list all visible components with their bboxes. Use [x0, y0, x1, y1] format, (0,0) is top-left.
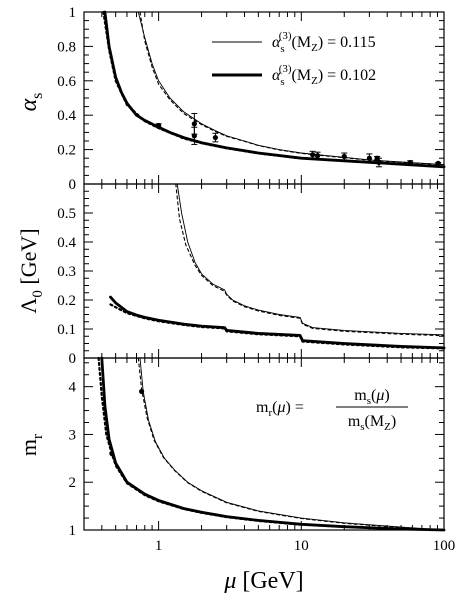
series-thick-dotted: [97, 356, 303, 526]
data-point: [212, 134, 218, 141]
series-thin-dotted: [175, 183, 445, 337]
x-tick-label: 100: [433, 538, 456, 554]
data-point: [407, 159, 413, 166]
y-tick-label: 0: [69, 177, 77, 193]
formula-lhs: mr(μ) =: [256, 399, 304, 419]
data-point: [435, 160, 441, 166]
y-tick-label: 0.4: [57, 108, 76, 124]
y-axis-label-mr: mr: [16, 434, 46, 456]
y-tick-label: 4: [69, 380, 77, 396]
series-thin-dotted: [137, 357, 445, 531]
y-tick-label: 0.2: [57, 293, 76, 309]
series-thick-dotted: [109, 303, 446, 350]
data-point: [109, 450, 115, 457]
legend: αs(3)(MZ) = 0.115 αs(3)(MZ) = 0.102: [212, 30, 376, 88]
x-tick-label: 1: [155, 538, 163, 554]
legend-label-thick: αs(3)(MZ) = 0.102: [272, 63, 376, 88]
data-point: [310, 152, 316, 158]
formula-denominator: ms(MZ): [348, 413, 396, 433]
y-tick-labels: 0 0.2 0.4 0.6 0.8 1 0 0.1 0.2 0.3 0.4 0.5 1 2 3 4: [57, 5, 76, 539]
y-tick-label: 1: [69, 5, 77, 21]
y-tick-label: 0.8: [57, 39, 76, 55]
tick-marks: [83, 11, 445, 531]
data-point: [314, 153, 321, 159]
data-point: [191, 133, 197, 139]
y-tick-label: 0.1: [57, 322, 76, 338]
y-tick-label: 0.4: [57, 235, 76, 251]
data-point: [191, 121, 197, 127]
x-tick-labels: 1 10 100: [155, 538, 455, 554]
y-tick-label: 0: [69, 351, 77, 367]
data-points: [109, 112, 442, 457]
y-tick-label: 0.6: [57, 74, 76, 90]
x-tick-label: 10: [294, 538, 309, 554]
y-tick-label: 2: [69, 475, 77, 491]
y-tick-label: 0.3: [57, 264, 76, 280]
data-point: [156, 122, 162, 129]
legend-label-thin: αs(3)(MZ) = 0.115: [272, 30, 376, 55]
mr-formula: mr(μ) = ms(μ) ms(MZ): [256, 387, 408, 433]
formula-numerator: ms(μ): [354, 387, 389, 407]
series-thin: [176, 183, 445, 336]
data-point: [139, 388, 145, 395]
series-thin: [137, 11, 445, 166]
data-point: [341, 153, 347, 160]
series-thin-dotted: [139, 11, 445, 166]
panel-bottom-frame: [83, 357, 445, 531]
y-tick-label: 1: [69, 523, 77, 539]
y-tick-label: 0.2: [57, 143, 76, 159]
x-axis-label: μ [GeV]: [223, 568, 303, 594]
data-point: [366, 155, 372, 161]
y-tick-label: 3: [69, 427, 77, 443]
y-tick-label: 0.5: [57, 206, 76, 222]
data-point: [376, 159, 382, 166]
